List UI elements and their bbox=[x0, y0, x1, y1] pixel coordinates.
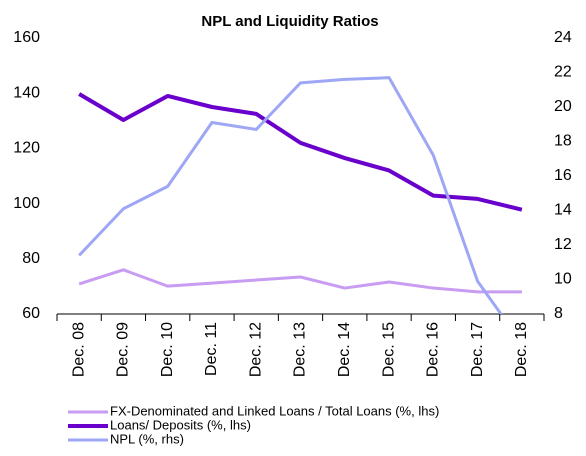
plot-area bbox=[78, 76, 523, 314]
legend-label: FX-Denominated and Linked Loans / Total … bbox=[110, 403, 439, 418]
y2-tick-label: 22 bbox=[554, 64, 572, 81]
y2-tick-label: 16 bbox=[554, 167, 572, 184]
y-tick-label: 160 bbox=[13, 29, 40, 46]
y2-tick-label: 14 bbox=[554, 202, 572, 219]
y2-tick-label: 20 bbox=[554, 98, 572, 115]
x-tick-label: Dec. 16 bbox=[425, 322, 442, 377]
y-tick-label: 80 bbox=[22, 250, 40, 267]
x-tick-label: Dec. 17 bbox=[469, 322, 486, 377]
legend-label: Loans/ Deposits (%, lhs) bbox=[110, 417, 251, 432]
y2-tick-label: 12 bbox=[554, 236, 572, 253]
series-line bbox=[78, 92, 523, 212]
y-tick-label: 100 bbox=[13, 195, 40, 212]
x-tick-label: Dec. 14 bbox=[336, 322, 353, 377]
x-tick-label: Dec. 12 bbox=[247, 322, 264, 377]
legend-label: NPL (%, rhs) bbox=[110, 431, 184, 446]
y-tick-label: 60 bbox=[22, 305, 40, 322]
y2-tick-label: 18 bbox=[554, 133, 572, 150]
series-line bbox=[78, 268, 522, 294]
x-tick-label: Dec. 09 bbox=[115, 322, 132, 377]
y-tick-label: 120 bbox=[13, 140, 40, 157]
series-line bbox=[78, 76, 503, 314]
x-tick-label: Dec. 18 bbox=[513, 322, 530, 377]
x-tick-label: Dec. 10 bbox=[159, 322, 176, 377]
x-tick-label: Dec. 08 bbox=[70, 322, 87, 377]
y-tick-label: 140 bbox=[13, 84, 40, 101]
x-tick-label: Dec. 11 bbox=[203, 322, 220, 376]
y2-tick-label: 24 bbox=[554, 29, 572, 46]
chart-title: NPL and Liquidity Ratios bbox=[201, 13, 378, 30]
x-tick-label: Dec. 13 bbox=[292, 322, 309, 377]
y2-tick-label: 8 bbox=[554, 305, 563, 322]
x-tick-label: Dec. 15 bbox=[380, 322, 397, 377]
y2-tick-label: 10 bbox=[554, 271, 572, 288]
